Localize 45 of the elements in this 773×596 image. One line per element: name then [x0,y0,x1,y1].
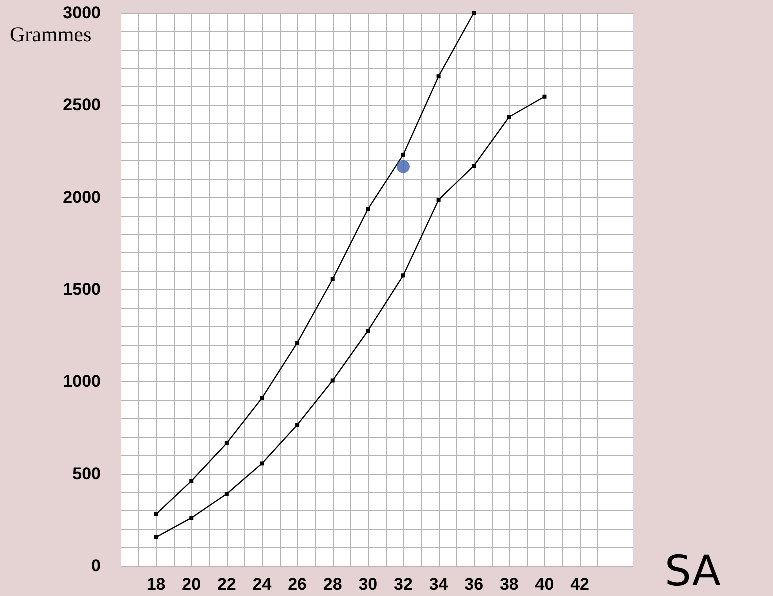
point [224,441,229,446]
x-tick-label: 34 [429,575,449,594]
point [154,535,158,540]
y-tick-label: 2500 [63,96,101,115]
x-tick-label: 30 [358,575,378,594]
point [154,512,158,516]
point [472,164,476,168]
point [190,516,194,520]
y-tick-label: 500 [72,464,101,484]
point [401,274,406,278]
y-tick-label: 0 [92,556,101,576]
point [507,115,512,120]
y-tick-label: 2000 [63,188,101,207]
point [296,340,300,345]
point [366,207,370,212]
point [224,492,229,496]
y-tick-label: 1000 [63,372,101,392]
point [260,462,264,466]
point [260,396,264,400]
x-axis-title: SA [664,546,722,596]
x-tick-label: 22 [217,575,236,594]
point [542,94,547,99]
y-axis-title: Grammes [10,22,92,46]
y-tick-label: 1500 [63,280,101,299]
point [396,160,410,174]
point [401,152,406,157]
point [436,74,441,79]
x-tick-label: 20 [182,575,202,594]
point [190,479,194,484]
x-tick-label: 32 [394,575,413,594]
x-tick-label: 24 [252,575,272,594]
x-tick-label: 38 [500,575,519,594]
point [296,422,300,427]
x-tick-label: 28 [323,575,342,594]
point [366,328,370,333]
x-tick-label: 36 [464,575,484,594]
point [330,277,335,282]
point [436,198,441,202]
x-tick-label: 18 [146,575,166,594]
x-tick-label: 42 [570,575,590,594]
y-tick-label: 3000 [63,4,101,22]
point [472,11,476,15]
point [330,378,335,383]
x-tick-label: 40 [535,575,554,594]
x-tick-label: 26 [288,575,308,594]
